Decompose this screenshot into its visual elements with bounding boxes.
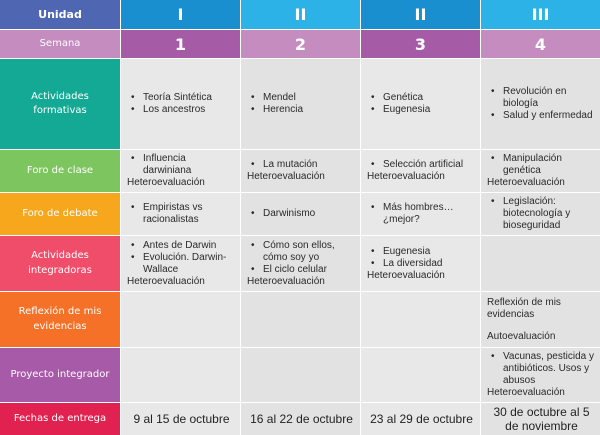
cell-formativas-4: Revolución en biologíaSalud y enfermedad: [481, 59, 600, 149]
list-item: Eugenesia: [371, 246, 476, 258]
cell-integradoras-4: [481, 236, 600, 291]
list-item: Salud y enfermedad: [491, 110, 596, 122]
cell-reflexion-4: Reflexión de mis evidencias Autoevaluaci…: [481, 292, 600, 347]
cell-foro-clase-4: Manipulación genética Heteroevaluación: [481, 150, 600, 192]
list-item: Empiristas vs racionalistas: [131, 202, 236, 226]
evaluation-note: Heteroevaluación: [127, 275, 205, 287]
cell-foro-clase-3: Selección artificial Heteroevaluación: [361, 150, 480, 192]
list-item: Genética: [371, 92, 476, 104]
list-item: La mutación: [251, 159, 356, 171]
week-1: 1: [121, 30, 240, 58]
evaluation-note: Heteroevaluación: [247, 275, 325, 287]
unit-1: I: [121, 0, 240, 29]
week-4: 4: [481, 30, 600, 58]
cell-reflexion-1: [121, 292, 240, 347]
list-item: El ciclo celular: [251, 264, 356, 276]
cell-foro-clase-2: La mutación Heteroevaluación: [241, 150, 360, 192]
unidad-label: Unidad: [0, 0, 120, 29]
date-week-2: 16 al 22 de octubre: [241, 403, 360, 435]
cell-formativas-1: Teoría SintéticaLos ancestros: [121, 59, 240, 149]
cell-proyecto-3: [361, 348, 480, 402]
semana-label: Semana: [0, 30, 120, 58]
cell-foro-debate-2: Darwinismo: [241, 193, 360, 235]
list-item: Evolución. Darwin-Wallace: [131, 252, 236, 276]
evaluation-note: Heteroevaluación: [367, 269, 445, 281]
evaluation-note: Heteroevaluación: [127, 177, 205, 188]
list-item: Vacunas, pesticida y antibióticos. Usos …: [491, 351, 596, 387]
cell-formativas-3: GenéticaEugenesia: [361, 59, 480, 149]
list-item: La diversidad: [371, 258, 476, 270]
week-3: 3: [361, 30, 480, 58]
list-item: Selección artificial: [371, 159, 476, 171]
row-label-actividades-formativas: Actividades formativas: [0, 59, 120, 149]
list-item: Influencia darwiniana: [131, 153, 236, 177]
list-item: Antes de Darwin: [131, 240, 236, 252]
evaluation-note: Heteroevaluación: [247, 171, 325, 182]
reflexion-text: Reflexión de mis evidencias: [487, 296, 561, 320]
list-item: Manipulación genética: [491, 153, 596, 177]
evaluation-note: Heteroevaluación: [487, 177, 565, 188]
row-label-actividades-integradoras: Actividades integradoras: [0, 236, 120, 291]
unit-2: II: [241, 0, 360, 29]
cell-integradoras-1: Antes de DarwinEvolución. Darwin-Wallace…: [121, 236, 240, 291]
cell-foro-debate-4: Legislación: biotecnología y biosegurida…: [481, 193, 600, 235]
cell-reflexion-2: [241, 292, 360, 347]
cell-foro-debate-1: Empiristas vs racionalistas: [121, 193, 240, 235]
evaluation-note: Heteroevaluación: [367, 171, 445, 182]
cell-reflexion-3: [361, 292, 480, 347]
cell-proyecto-1: [121, 348, 240, 402]
list-item: Teoría Sintética: [131, 92, 236, 104]
cell-integradoras-3: EugenesiaLa diversidad Heteroevaluación: [361, 236, 480, 291]
cell-proyecto-2: [241, 348, 360, 402]
list-item: Cómo son ellos, cómo soy yo: [251, 240, 356, 264]
list-item: Revolución en biología: [491, 86, 596, 110]
date-week-4: 30 de octubre al 5 de noviembre: [481, 403, 600, 435]
list-item: Mendel: [251, 92, 356, 104]
evaluation-note: Heteroevaluación: [487, 387, 565, 398]
cell-foro-debate-3: Más hombres… ¿mejor?: [361, 193, 480, 235]
list-item: Eugenesia: [371, 104, 476, 116]
cell-integradoras-2: Cómo son ellos, cómo soy yoEl ciclo celu…: [241, 236, 360, 291]
row-label-foro-debate: Foro de debate: [0, 193, 120, 235]
date-week-3: 23 al 29 de octubre: [361, 403, 480, 435]
row-label-proyecto: Proyecto integrador: [0, 348, 120, 402]
list-item: Legislación: biotecnología y biosegurida…: [491, 196, 596, 232]
list-item: Más hombres… ¿mejor?: [371, 202, 476, 226]
week-2: 2: [241, 30, 360, 58]
list-item: Darwinismo: [251, 208, 356, 220]
unit-4: III: [481, 0, 600, 29]
list-item: Los ancestros: [131, 104, 236, 116]
row-label-reflexion: Reflexión de mis evidencias: [0, 292, 120, 347]
row-label-fechas: Fechas de entrega: [0, 403, 120, 435]
cell-foro-clase-1: Influencia darwiniana Heteroevaluación: [121, 150, 240, 192]
unit-3: II: [361, 0, 480, 29]
evaluation-note: Autoevaluación: [487, 330, 556, 342]
date-week-1: 9 al 15 de octubre: [121, 403, 240, 435]
list-item: Herencia: [251, 104, 356, 116]
cell-proyecto-4: Vacunas, pesticida y antibióticos. Usos …: [481, 348, 600, 402]
row-label-foro-clase: Foro de clase: [0, 150, 120, 192]
cell-formativas-2: MendelHerencia: [241, 59, 360, 149]
